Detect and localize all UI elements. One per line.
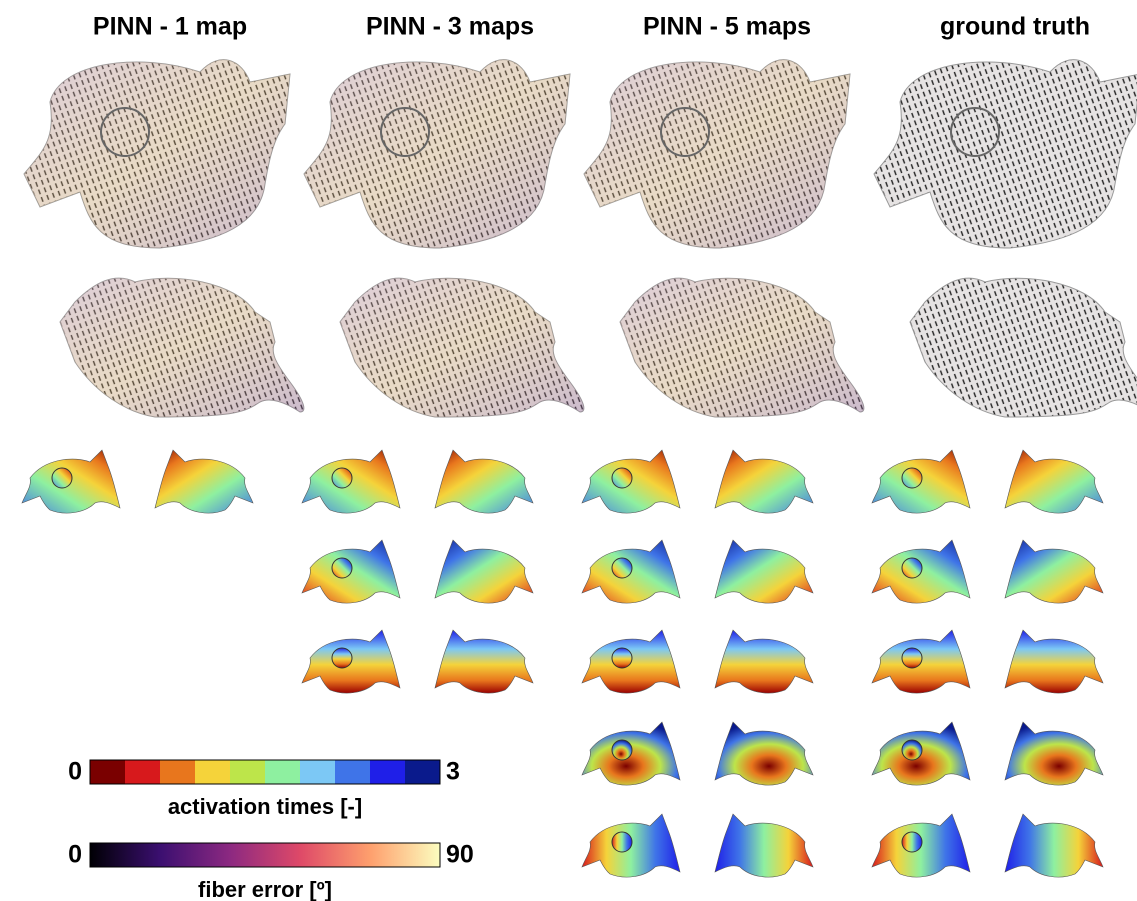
activation-map <box>582 450 680 513</box>
colorbar-min: 0 <box>68 841 82 869</box>
error-tint <box>304 60 570 248</box>
activation-map <box>1005 450 1103 513</box>
heart-fiber-view-1 <box>304 60 570 248</box>
colorbar-gradient <box>90 843 440 867</box>
activation-map <box>155 450 253 513</box>
valve <box>902 648 922 668</box>
activation-map <box>1005 540 1103 603</box>
activation-map <box>872 450 970 513</box>
activation-map <box>302 450 400 513</box>
activation-map <box>22 450 120 513</box>
valve <box>612 740 632 760</box>
activation-map <box>715 630 813 693</box>
valve <box>332 558 352 578</box>
map-surface <box>715 540 813 603</box>
heart-surface <box>910 278 1137 417</box>
activation-map <box>715 450 813 513</box>
valve <box>612 468 632 488</box>
valve <box>612 832 632 852</box>
colorbar-segment <box>90 760 125 784</box>
map-surface <box>715 450 813 513</box>
activation-map <box>715 722 813 785</box>
activation-map <box>582 722 680 785</box>
valve <box>332 648 352 668</box>
valve <box>902 558 922 578</box>
map-surface <box>1005 722 1103 785</box>
column-title: PINN - 3 maps <box>366 13 534 41</box>
heart-fiber-view-2 <box>620 278 864 417</box>
activation-map <box>715 814 813 877</box>
colorbar-max: 3 <box>446 758 460 786</box>
colorbar-segment <box>230 760 265 784</box>
activation-map <box>872 540 970 603</box>
activation-map <box>1005 630 1103 693</box>
colorbar-segment <box>265 760 300 784</box>
map-surface <box>1005 814 1103 877</box>
activation-map <box>302 630 400 693</box>
map-surface <box>1005 450 1103 513</box>
column-title: PINN - 1 map <box>93 13 247 41</box>
heart-surface <box>874 60 1137 248</box>
map-surface <box>435 540 533 603</box>
colorbar-segment <box>195 760 230 784</box>
map-surface <box>1005 540 1103 603</box>
colorbar-max: 90 <box>446 841 474 869</box>
map-surface <box>155 450 253 513</box>
colorbar-label: fiber error [º] <box>198 877 332 901</box>
colorbar-segment <box>300 760 335 784</box>
heart-fiber-view-1 <box>24 60 290 248</box>
activation-map <box>435 540 533 603</box>
activation-map <box>872 630 970 693</box>
valve <box>612 558 632 578</box>
colorbar-label: activation times [-] <box>168 794 362 819</box>
activation-map <box>582 540 680 603</box>
colorbar-min: 0 <box>68 758 82 786</box>
map-surface <box>1005 630 1103 693</box>
activation-map <box>582 814 680 877</box>
column-title: ground truth <box>940 13 1090 41</box>
activation-map <box>1005 814 1103 877</box>
valve <box>902 832 922 852</box>
activation-map <box>872 722 970 785</box>
activation-map <box>715 540 813 603</box>
error-tint <box>24 60 290 248</box>
heart-fiber-view-2 <box>340 278 584 417</box>
error-tint <box>60 278 304 417</box>
colorbar-segment <box>335 760 370 784</box>
valve <box>902 740 922 760</box>
valve <box>902 468 922 488</box>
colorbar-segment <box>370 760 405 784</box>
map-surface <box>715 814 813 877</box>
map-surface <box>435 450 533 513</box>
valve <box>52 468 72 488</box>
activation-map <box>435 450 533 513</box>
activation-map <box>582 630 680 693</box>
heart-fiber-view-1 <box>874 60 1137 248</box>
error-tint <box>340 278 584 417</box>
page: PINN - 1 map PINN - 3 maps PINN - 5 maps gr… <box>0 0 1137 901</box>
colorbar-segment <box>160 760 195 784</box>
activation-map <box>435 630 533 693</box>
activation-map <box>302 540 400 603</box>
valve <box>332 468 352 488</box>
activation-map <box>872 814 970 877</box>
error-tint <box>620 278 864 417</box>
map-surface <box>715 630 813 693</box>
valve <box>612 648 632 668</box>
error-tint <box>584 60 850 248</box>
activation-map <box>1005 722 1103 785</box>
column-title: PINN - 5 maps <box>643 13 811 41</box>
map-surface <box>435 630 533 693</box>
map-surface <box>715 722 813 785</box>
colorbar-segment <box>125 760 160 784</box>
heart-fiber-view-2 <box>910 278 1137 417</box>
colorbar-segment <box>405 760 440 784</box>
heart-fiber-view-1 <box>584 60 850 248</box>
figure: PINN - 1 map PINN - 3 maps PINN - 5 maps gr… <box>0 0 1137 901</box>
heart-fiber-view-2 <box>60 278 304 417</box>
